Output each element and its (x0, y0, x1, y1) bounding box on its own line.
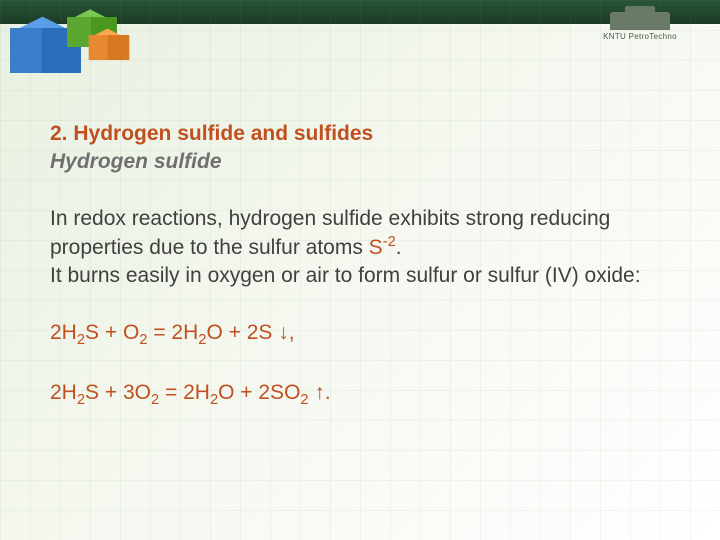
logo-building-icon (610, 12, 670, 30)
slide-content: 2. Hydrogen sulfide and sulfides Hydroge… (50, 120, 670, 411)
body-paragraph: In redox reactions, hydrogen sulfide exh… (50, 205, 670, 291)
cube-blue-icon (20, 10, 70, 60)
logo-text: KNTU PetroTechno (603, 32, 677, 41)
section-subtitle: Hydrogen sulfide (50, 148, 670, 176)
equation-2: 2H2S + 3O2 = 2H2O + 2SO2 ↑. (50, 379, 670, 411)
cube-orange-icon (95, 25, 145, 75)
equation-1: 2H2S + O2 = 2H2O + 2S ↓, (50, 319, 670, 351)
heading-line: 2. Hydrogen sulfide and sulfides (50, 120, 670, 148)
cube-decoration (20, 10, 140, 110)
body-text-p2: It burns easily in oxygen or air to form… (50, 262, 670, 290)
body-text-a: In redox reactions, hydrogen sulfide exh… (50, 207, 610, 259)
logo: KNTU PetroTechno (580, 6, 700, 46)
section-title: Hydrogen sulfide and sulfides (73, 122, 373, 145)
section-number: 2. (50, 122, 68, 145)
sulfur-ion: S-2 (369, 236, 396, 259)
body-text-b: . (396, 236, 402, 259)
